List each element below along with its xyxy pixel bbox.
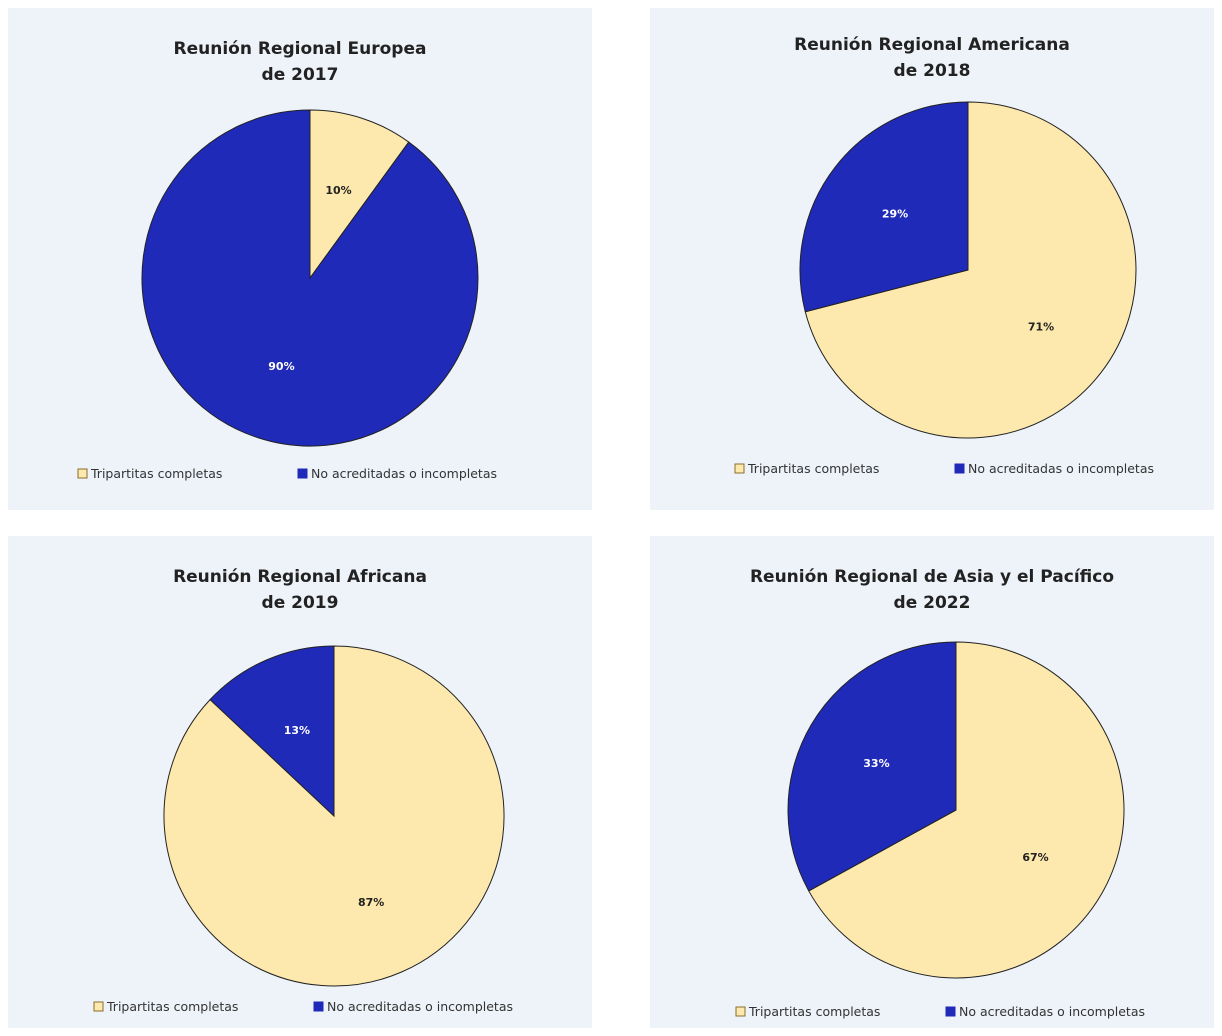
- legend-label: Tripartitas completas: [748, 1004, 880, 1019]
- legend-swatch: [93, 1001, 104, 1012]
- chart-panel-asia-2022: Reunión Regional de Asia y el Pacífico de…: [650, 536, 1214, 1028]
- pie-chart-africa-2019: Reunión Regional Africana de 2019 87% 13% Tr…: [93, 567, 513, 1014]
- legend-swatch: [735, 1006, 746, 1017]
- chart-title-line: de 2018: [894, 61, 971, 81]
- chart-panel-africa-2019: Reunión Regional Africana de 2019 87% 13% Tr…: [8, 536, 592, 1028]
- chart-title-line: de 2019: [262, 593, 339, 613]
- chart-title-line: Reunión Regional Africana: [173, 567, 427, 587]
- pie-chart-europe-2017: Reunión Regional Europea de 2017 10% 90% Tri…: [77, 39, 497, 481]
- pie-data-label: 10%: [325, 184, 351, 197]
- chart-title-line: Reunión Regional Americana: [794, 35, 1070, 55]
- pie-slice-no-acreditadas: [141, 109, 479, 447]
- chart-title-line: Reunión Regional de Asia y el Pacífico: [750, 567, 1114, 587]
- legend-swatch: [313, 1001, 324, 1012]
- legend-swatch: [297, 468, 308, 479]
- pie-chart-america-2018: Reunión Regional Americana de 2018 71% 29% T…: [734, 35, 1154, 476]
- pie-data-label: 87%: [358, 896, 384, 909]
- legend-swatch: [734, 463, 745, 474]
- legend-swatch: [954, 463, 965, 474]
- pie-slice-tripartitas-completas: [804, 101, 1137, 439]
- pie-data-label: 90%: [268, 360, 294, 373]
- legend-label: No acreditadas o incompletas: [959, 1004, 1145, 1019]
- legend-label: No acreditadas o incompletas: [327, 999, 513, 1014]
- pie-data-label: 29%: [882, 207, 908, 220]
- chart-panel-europe-2017: Reunión Regional Europea de 2017 10% 90% Tri…: [8, 8, 592, 510]
- pie-slice-tripartitas-completas: [808, 641, 1125, 979]
- legend-swatch: [77, 468, 88, 479]
- legend-label: Tripartitas completas: [90, 466, 222, 481]
- chart-panel-america-2018: Reunión Regional Americana de 2018 71% 29% T…: [650, 8, 1214, 510]
- pie-chart-asia-2022: Reunión Regional de Asia y el Pacífico de…: [735, 567, 1145, 1019]
- pie-slice-tripartitas-completas: [163, 645, 505, 987]
- legend-label: Tripartitas completas: [106, 999, 238, 1014]
- legend-label: No acreditadas o incompletas: [968, 461, 1154, 476]
- chart-title-line: de 2022: [894, 593, 971, 613]
- legend-label: Tripartitas completas: [747, 461, 879, 476]
- pie-data-label: 67%: [1022, 851, 1048, 864]
- pie-slice-tripartitas-completas: [309, 109, 410, 280]
- pie-data-label: 71%: [1028, 321, 1054, 334]
- pie-slice-no-acreditadas: [799, 101, 969, 313]
- pie-data-label: 13%: [284, 724, 310, 737]
- pie-slice-no-acreditadas: [209, 645, 335, 818]
- pie-data-label: 33%: [863, 757, 889, 770]
- chart-title-line: de 2017: [262, 65, 339, 85]
- legend-label: No acreditadas o incompletas: [311, 466, 497, 481]
- pie-slice-no-acreditadas: [787, 641, 957, 892]
- chart-title-line: Reunión Regional Europea: [174, 39, 427, 59]
- legend-swatch: [945, 1006, 956, 1017]
